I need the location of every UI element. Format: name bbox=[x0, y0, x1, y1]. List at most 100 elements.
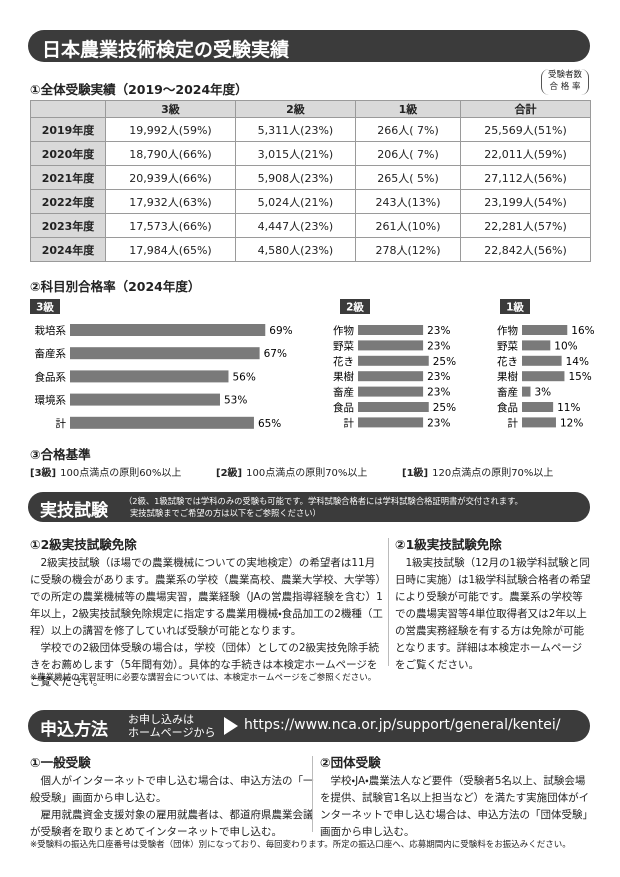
table-cell: 243人(13%) bbox=[354, 189, 462, 214]
table-row: 2023年度 17,573人(66%) 4,447人(23%) 261人(10%) 22… bbox=[30, 213, 591, 238]
column-heading: ①一般受験 bbox=[30, 755, 91, 770]
criteria-level: [3級] bbox=[30, 468, 57, 479]
section-title: ③合格基準 bbox=[30, 447, 91, 462]
note-line: 実技試験までご希望の方は以下をご参照ください） bbox=[130, 508, 321, 518]
practical-note: （2級、1級試験では学科のみの受験も可能です。学科試験合格者には学科試験合格証明… bbox=[124, 495, 523, 519]
value-label: 25% bbox=[433, 356, 456, 368]
category-label: 食品 bbox=[333, 402, 354, 414]
category-label: 食品系 bbox=[35, 371, 67, 383]
table-cell: 18,790人(66%) bbox=[105, 141, 236, 166]
table-cell: 22,842人(56%) bbox=[460, 237, 591, 262]
table-cell: 25,569人(51%) bbox=[460, 117, 591, 142]
table-cell: 22,011人(59%) bbox=[460, 141, 591, 166]
bar bbox=[358, 371, 424, 382]
row-header: 2023年度 bbox=[30, 213, 106, 238]
header-title: 日本農業技術検定の受験実績 bbox=[42, 39, 290, 61]
column-header: 合計 bbox=[460, 100, 591, 118]
column-header: 2級 bbox=[234, 100, 356, 118]
paragraph: 雇用就農資金支援対象の雇用就農者は、都道府県農業会議が受験者を取りまとめてインタ… bbox=[30, 809, 314, 838]
table-row: 2021年度 20,939人(66%) 5,908人(23%) 265人( 5%) 27… bbox=[30, 165, 591, 190]
criteria-list: [3級] 100点満点の原則60%以上 [2級] 100点満点の原則70%以上 [1級]… bbox=[30, 464, 590, 479]
column-header: 1級 bbox=[354, 100, 462, 118]
arrow-shape bbox=[224, 717, 238, 735]
row-header: 2022年度 bbox=[30, 189, 106, 214]
criteria-text: 120点満点の原則70%以上 bbox=[432, 468, 554, 479]
column: ②団体受験学校・JA・農業法人など要件（受験者5名以上、試験会場を提供、試験官1… bbox=[320, 752, 590, 841]
row-header: 2021年度 bbox=[30, 165, 106, 190]
value-label: 23% bbox=[427, 417, 450, 429]
header-row: 3級 2級 1級 合計 bbox=[30, 100, 591, 118]
section-title: ②科目別合格率（2024年度） bbox=[30, 279, 201, 294]
table-cell: 3,015人(21%) bbox=[234, 141, 356, 166]
table-cell: 20,939人(66%) bbox=[105, 165, 236, 190]
value-label: 65% bbox=[258, 418, 281, 430]
bar bbox=[522, 417, 556, 428]
value-label: 23% bbox=[427, 340, 450, 352]
category-label: 果樹 bbox=[497, 370, 518, 383]
chart-label: 2級 bbox=[346, 301, 364, 314]
corner-cell bbox=[30, 100, 106, 118]
category-label: 食品 bbox=[497, 402, 518, 414]
column: ②1級実技試験免除 1級実技試験（12月の1級学科試験と同日時に実施）は1級学科試… bbox=[395, 534, 591, 674]
bar bbox=[522, 355, 562, 366]
table-row: 2022年度 17,932人(63%) 5,024人(21%) 243人(13%) 23… bbox=[30, 189, 591, 214]
sub-line: お申し込みは bbox=[128, 713, 194, 726]
table-cell: 19,992人(59%) bbox=[105, 117, 236, 142]
bar bbox=[358, 355, 429, 366]
bar bbox=[70, 416, 254, 429]
table-row: 2019年度 19,992人(59%) 5,311人(23%) 266人( 7%) 25… bbox=[30, 117, 591, 142]
paragraph: 1級実技試験（12月の1級学科試験と同日時に実施）は1級学科試験合格者の希望によ… bbox=[395, 557, 591, 671]
category-label: 環境系 bbox=[35, 395, 67, 407]
table-cell: 23,199人(54%) bbox=[460, 189, 591, 214]
category-label: 畜産 bbox=[333, 386, 354, 399]
column-header: 3級 bbox=[105, 100, 236, 118]
table-note: 受験者数 合 格 率 bbox=[541, 69, 589, 95]
row-header: 2024年度 bbox=[30, 237, 106, 262]
bar bbox=[522, 340, 551, 351]
value-label: 23% bbox=[427, 371, 450, 383]
category-label: 畜産 bbox=[497, 386, 518, 399]
results-table: 3級 2級 1級 合計 2019年度 19,992人(59%) 5,311人(23%) 266… bbox=[30, 100, 591, 262]
category-label: 畜産系 bbox=[35, 347, 67, 360]
column-heading: ①2級実技試験免除 bbox=[30, 537, 137, 552]
value-label: 56% bbox=[232, 371, 255, 383]
section-title: ①全体受験実績（2019〜2024年度） bbox=[30, 82, 248, 97]
header-bar: 日本農業技術検定の受験実績 bbox=[28, 30, 590, 62]
table-row: 2024年度 17,984人(65%) 4,580人(23%) 278人(12%) 22… bbox=[30, 237, 591, 262]
criteria-item: [1級] 120点満点の原則70%以上 bbox=[402, 464, 562, 479]
column: ①2級実技試験免除 2級実技試験（ほ場での農業機械についての実地検定）の希望者は1… bbox=[30, 534, 385, 691]
column-heading: ②団体受験 bbox=[320, 755, 381, 770]
footnote: ※受験料の振込先口座番号は受験者（団体）別になっており、毎回変わります。所定の振… bbox=[30, 840, 571, 850]
divider bbox=[312, 756, 313, 832]
url[interactable]: https://www.nca.or.jp/support/general/ke… bbox=[244, 717, 561, 733]
arrow bbox=[224, 717, 238, 735]
criteria-item: [2級] 100点満点の原則70%以上 bbox=[216, 464, 402, 479]
value-label: 23% bbox=[427, 325, 450, 337]
note-line: 受験者数 bbox=[547, 70, 582, 80]
value-label: 69% bbox=[269, 325, 292, 337]
chart-label-box bbox=[500, 299, 530, 314]
value-label: 14% bbox=[566, 356, 589, 368]
criteria-level: [2級] bbox=[216, 468, 243, 479]
criteria-text: 100点満点の原則60%以上 bbox=[60, 468, 182, 479]
category-label: 作物 bbox=[333, 324, 354, 337]
table-cell: 4,580人(23%) bbox=[234, 237, 356, 262]
row-header: 2019年度 bbox=[30, 117, 106, 142]
paragraph: 2級実技試験（ほ場での農業機械についての実地検定）の希望者は11月に受験の機会が… bbox=[30, 557, 383, 637]
column-heading: ②1級実技試験免除 bbox=[395, 537, 502, 552]
category-label: 計 bbox=[508, 417, 519, 429]
bar bbox=[358, 325, 424, 335]
footnote: ※農業機械の実習証明に必要な講習会については、本検定ホームページをご参照ください… bbox=[30, 673, 377, 683]
category-label: 計 bbox=[56, 418, 67, 430]
chart-label-box bbox=[340, 299, 370, 314]
value-label: 53% bbox=[224, 395, 247, 407]
category-label: 花き bbox=[497, 355, 518, 368]
criteria-level: [1級] bbox=[402, 468, 429, 479]
note-line: 合 格 率 bbox=[549, 82, 581, 92]
paragraph: 個人がインターネットで申し込む場合は、申込方法の「一般受験」画面から申し込む。 bbox=[30, 775, 314, 804]
column: ①一般受験個人がインターネットで申し込む場合は、申込方法の「一般受験」画面から申… bbox=[30, 752, 315, 841]
bar bbox=[522, 402, 554, 412]
paragraph: 学校・JA・農業法人など要件（受験者5名以上、試験会場を提供、試験官1名以上担当… bbox=[320, 775, 590, 838]
bar bbox=[522, 371, 565, 382]
